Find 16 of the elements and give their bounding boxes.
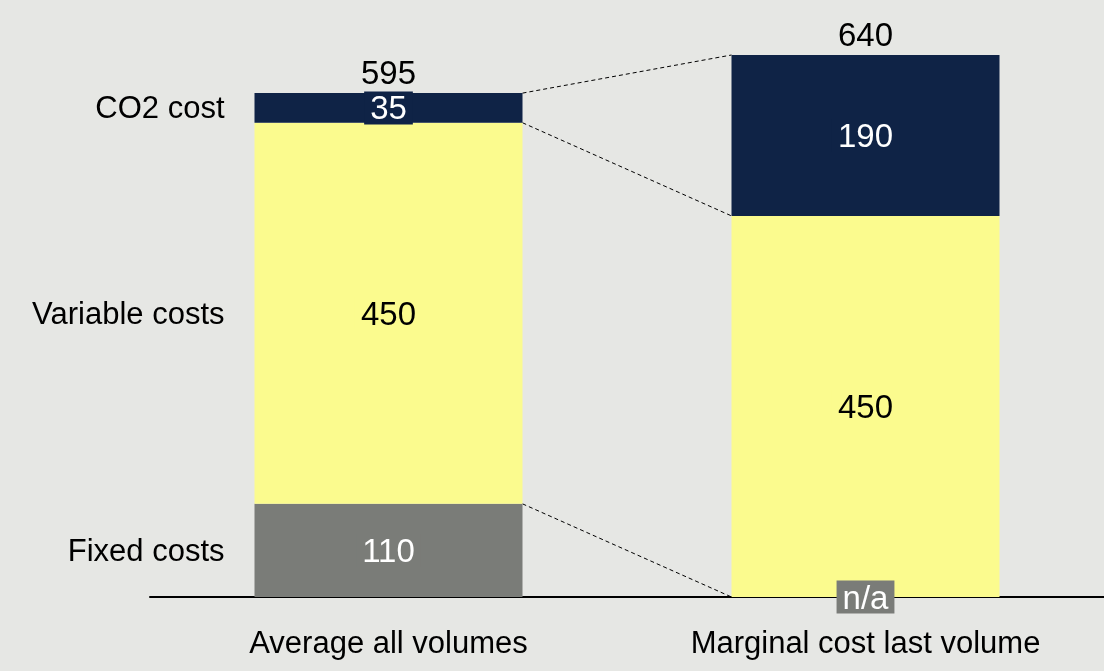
data-label: 110 [362, 531, 415, 569]
data-label: 190 [837, 116, 894, 154]
series-label: Fixed costs [67, 532, 225, 568]
text: n/a [842, 578, 889, 616]
bar [254, 503, 523, 597]
data-label: 450 [837, 387, 894, 425]
x-tick-label: Average all volumes [249, 625, 528, 660]
series-label: CO2 cost [95, 90, 225, 126]
data-label: 450 [360, 294, 417, 332]
data-label: 35 [370, 89, 407, 127]
total-label: 640 [837, 16, 894, 53]
x-tick-label: Marginal cost last volume [690, 625, 1041, 660]
bar [731, 55, 1000, 216]
series-label: Variable costs [32, 295, 225, 331]
bar [254, 122, 523, 504]
total-label: 595 [360, 54, 417, 92]
